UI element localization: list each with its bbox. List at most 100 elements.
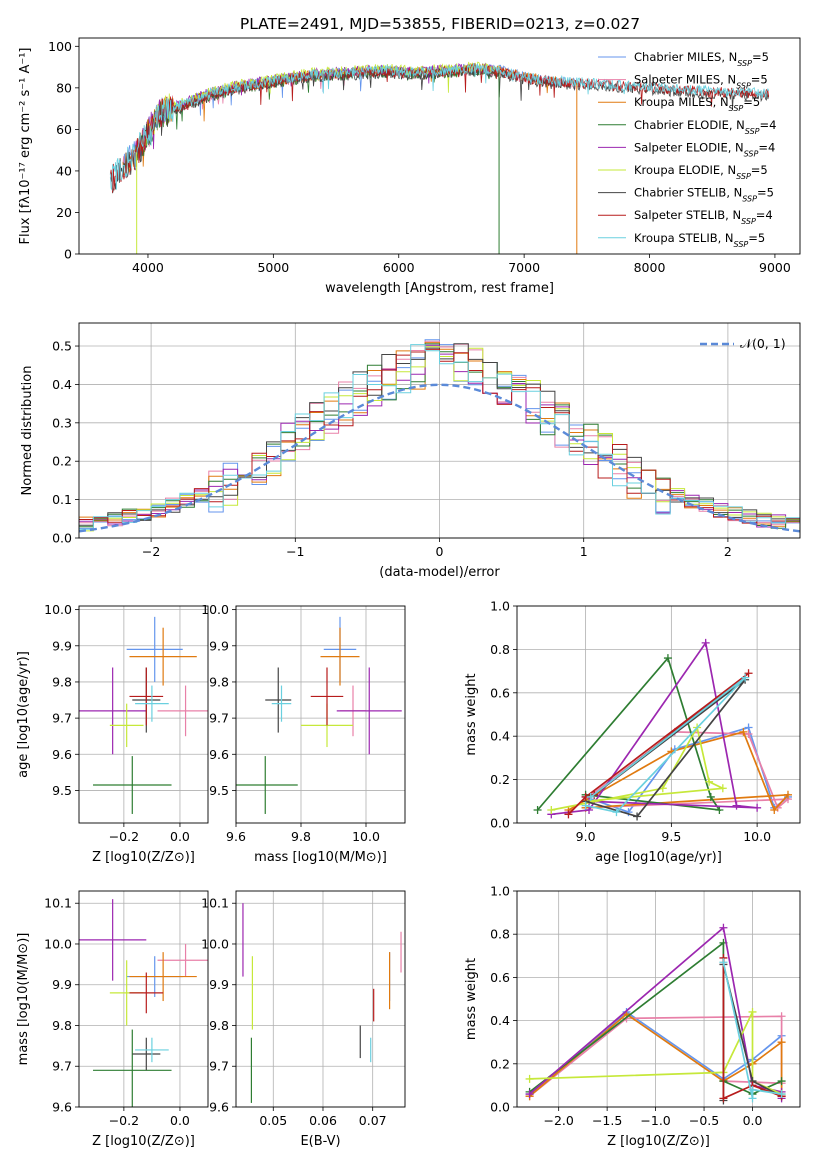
residuals-ytick-label: 0.0 bbox=[52, 531, 72, 546]
weight-marker bbox=[719, 1094, 728, 1103]
weight_vs_age-lines bbox=[533, 638, 792, 821]
age_vs_mass-ytick-label: 9.6 bbox=[209, 747, 229, 762]
weight_vs_age-ytick-label: 0.0 bbox=[490, 816, 510, 831]
weight-marker bbox=[753, 803, 762, 812]
age_vs_Z-xtick-label: −0.2 bbox=[109, 829, 139, 844]
errorbar-point bbox=[320, 627, 360, 686]
weight_vs_Z-ytick-label: 0.2 bbox=[490, 1056, 510, 1071]
weight_vs_Z-xtick-label: −1.0 bbox=[640, 1113, 670, 1128]
weight-series-line bbox=[585, 679, 746, 818]
weight_vs_age-ylabel: mass weight bbox=[464, 673, 479, 755]
legend-entry: Kroupa ELODIE, NSSP=5 bbox=[634, 163, 768, 181]
age_vs_mass-xtick-label: 9.8 bbox=[291, 829, 311, 844]
legend-entry: Chabrier ELODIE, NSSP=4 bbox=[634, 118, 776, 136]
errorbar-point bbox=[129, 667, 164, 726]
spectrum-xtick-label: 5000 bbox=[257, 260, 289, 275]
weight-marker bbox=[705, 777, 714, 786]
weight-marker bbox=[701, 638, 710, 647]
weight_vs_Z-ytick-label: 0.6 bbox=[490, 970, 510, 985]
weight-series-line bbox=[722, 962, 782, 1099]
weight-marker bbox=[547, 805, 556, 814]
residuals-ytick-label: 0.1 bbox=[52, 492, 72, 507]
weight-series-line bbox=[529, 1013, 783, 1097]
mass_vs_ebv-axes: 0.05 0.06 0.07 9.6 9.7 9.8 9.9 10.0 10.1 E(B-V) bbox=[201, 891, 405, 1149]
residuals-xtick-label: −2 bbox=[142, 544, 160, 559]
residuals-axes: −2 −1 0 1 2 0.0 0.1 0.2 0.3 0.4 0.5 (data-model)/er… bbox=[20, 323, 800, 580]
weight_vs_Z-xtick-label: −0.5 bbox=[689, 1113, 719, 1128]
spectrum-ytick-label: 40 bbox=[56, 163, 72, 178]
weight-marker bbox=[715, 805, 724, 814]
spectrum-ylabel: Flux [fλ10⁻¹⁷ erg cm⁻² s⁻¹ A⁻¹] bbox=[18, 48, 33, 245]
mass_vs_ebv-frame bbox=[235, 890, 406, 1108]
errorbar-point bbox=[93, 756, 172, 814]
age_vs_mass-ytick-label: 9.5 bbox=[209, 783, 229, 798]
mass_vs_ebv-ytick-label: 9.8 bbox=[209, 1018, 229, 1033]
weight-marker bbox=[741, 673, 750, 682]
residuals-xtick-label: 0 bbox=[436, 544, 444, 559]
age_vs_mass-xlabel: mass [log10(M/M⊙)] bbox=[254, 850, 387, 865]
age_vs_Z-xtick-label: 0.0 bbox=[170, 829, 190, 844]
weight-marker bbox=[586, 792, 595, 801]
spectrum-axes: 4000 5000 6000 7000 8000 9000 0 20 40 60 80 100 wave… bbox=[18, 39, 791, 296]
age_vs_mass-axes: 9.6 9.8 10.0 9.5 9.6 9.7 9.8 9.9 10.0 mass [log10… bbox=[201, 602, 405, 865]
mass_vs_Z-points bbox=[79, 899, 208, 1107]
residuals-ytick-label: 0.5 bbox=[52, 339, 72, 354]
weight_vs_Z-xtick-label: −1.5 bbox=[592, 1113, 622, 1128]
weight_vs_age-ytick-label: 0.6 bbox=[490, 685, 510, 700]
weight-marker bbox=[744, 730, 753, 739]
normal-curve bbox=[79, 383, 800, 533]
errorbar-point bbox=[126, 616, 183, 682]
weight-marker bbox=[633, 812, 642, 821]
weight-marker bbox=[744, 669, 753, 678]
age_vs_mass-ytick-label: 10.0 bbox=[201, 602, 229, 617]
age_vs_mass-xtick-label: 10.0 bbox=[352, 829, 380, 844]
age_vs_mass-frame bbox=[235, 605, 406, 824]
weight_vs_Z-lines bbox=[525, 923, 786, 1105]
weight_vs_age-ytick-label: 0.8 bbox=[490, 642, 510, 657]
weight-marker bbox=[525, 1074, 534, 1083]
weight-marker bbox=[777, 1090, 786, 1099]
weight_vs_Z-ylabel: mass weight bbox=[464, 958, 479, 1040]
weight-marker bbox=[739, 727, 748, 736]
weight-series-line bbox=[722, 958, 782, 1100]
mass_vs_ebv-ytick-label: 9.7 bbox=[209, 1059, 229, 1074]
age_vs_mass-xtick-label: 9.6 bbox=[226, 829, 246, 844]
spectrum-ytick-label: 80 bbox=[56, 80, 72, 95]
spectrum-frame bbox=[78, 37, 801, 255]
mass_vs_Z-ytick-label: 9.6 bbox=[52, 1100, 72, 1115]
spectrum-xtick-label: 9000 bbox=[759, 260, 791, 275]
mass_vs_Z-ytick-label: 9.8 bbox=[52, 1018, 72, 1033]
mass_vs_ebv-ytick-label: 9.6 bbox=[209, 1100, 229, 1115]
legend-entry: Chabrier STELIB, NSSP=5 bbox=[634, 186, 774, 204]
weight-marker bbox=[663, 654, 672, 663]
spectrum-ytick-label: 100 bbox=[48, 39, 72, 54]
residual-histogram bbox=[79, 344, 800, 530]
age_vs_Z-ytick-label: 9.7 bbox=[52, 711, 72, 726]
weight_vs_age-ytick-label: 1.0 bbox=[490, 599, 510, 614]
legend-entry: Salpeter MILES, NSSP=5 bbox=[634, 73, 768, 91]
weight_vs_Z-xtick-label: 0.0 bbox=[743, 1113, 763, 1128]
mass_vs_Z-ytick-label: 9.9 bbox=[52, 977, 72, 992]
age_vs_Z-ylabel: age [log10(age/yr)] bbox=[16, 651, 31, 778]
spectrum-legend: Chabrier MILES, NSSP=5 Salpeter MILES, NS… bbox=[598, 50, 776, 248]
residuals-ytick-label: 0.2 bbox=[52, 454, 72, 469]
errorbar-point bbox=[109, 703, 144, 748]
weight-marker bbox=[777, 1038, 786, 1047]
mass_vs_ebv-xtick-label: 0.05 bbox=[259, 1113, 287, 1128]
mass_vs_Z-frame bbox=[78, 890, 209, 1108]
legend-entry: Kroupa MILES, NSSP=5 bbox=[634, 95, 760, 113]
weight-marker bbox=[770, 805, 779, 814]
spectrum-xtick-label: 4000 bbox=[132, 260, 164, 275]
errorbar-point bbox=[236, 756, 298, 814]
residuals-frame bbox=[78, 322, 801, 539]
errorbar-point bbox=[157, 943, 208, 977]
mass_vs_Z-xlabel: Z [log10(Z/Z⊙)] bbox=[92, 1134, 195, 1149]
age_vs_Z-frame bbox=[78, 605, 209, 824]
mass_vs_Z-axes: −0.2 0.0 9.6 9.7 9.8 9.9 10.0 10.1 Z [log10(Z/Z⊙… bbox=[16, 891, 208, 1149]
errorbar-point bbox=[271, 685, 292, 722]
errorbar-point bbox=[135, 685, 169, 722]
mass_vs_Z-ylabel: mass [log10(M/M⊙)] bbox=[16, 933, 31, 1066]
weight-marker bbox=[748, 1094, 757, 1103]
age_vs_Z-ytick-label: 9.9 bbox=[52, 638, 72, 653]
weight_vs_age-ytick-label: 0.4 bbox=[490, 729, 510, 744]
